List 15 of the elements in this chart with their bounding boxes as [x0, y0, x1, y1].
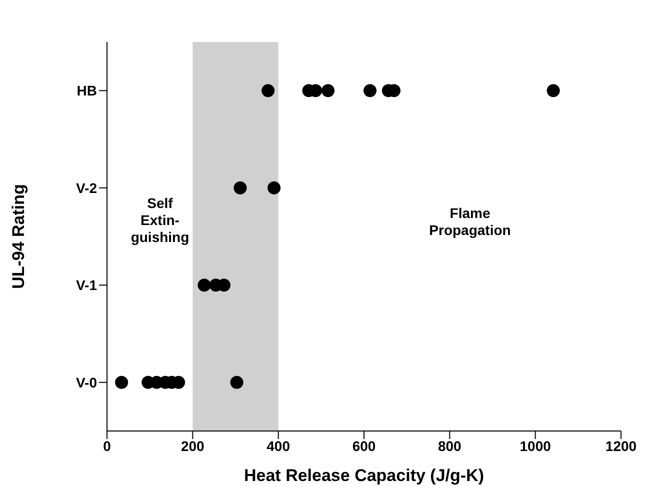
y-tick-label: V-2 [76, 180, 98, 196]
annotation: Self Extin- guishing [130, 195, 190, 246]
x-tick-label: 1200 [605, 438, 637, 454]
y-tick-label: HB [76, 82, 97, 99]
x-tick-label: 400 [266, 438, 290, 454]
x-tick-label: 1000 [520, 438, 552, 454]
x-tick-label: 0 [103, 438, 112, 454]
y-tick-label: V-0 [76, 374, 98, 390]
y-axis-title: UL-94 Rating [9, 184, 28, 289]
x-axis-title: Heat Release Capacity (J/g-K) [244, 466, 484, 485]
annotation: Flame Propagation [428, 205, 512, 239]
y-tick-label: V-1 [76, 277, 98, 294]
x-tick-label: 200 [180, 438, 205, 454]
x-tick-label: 800 [438, 438, 462, 454]
x-tick-label: 600 [352, 438, 376, 454]
